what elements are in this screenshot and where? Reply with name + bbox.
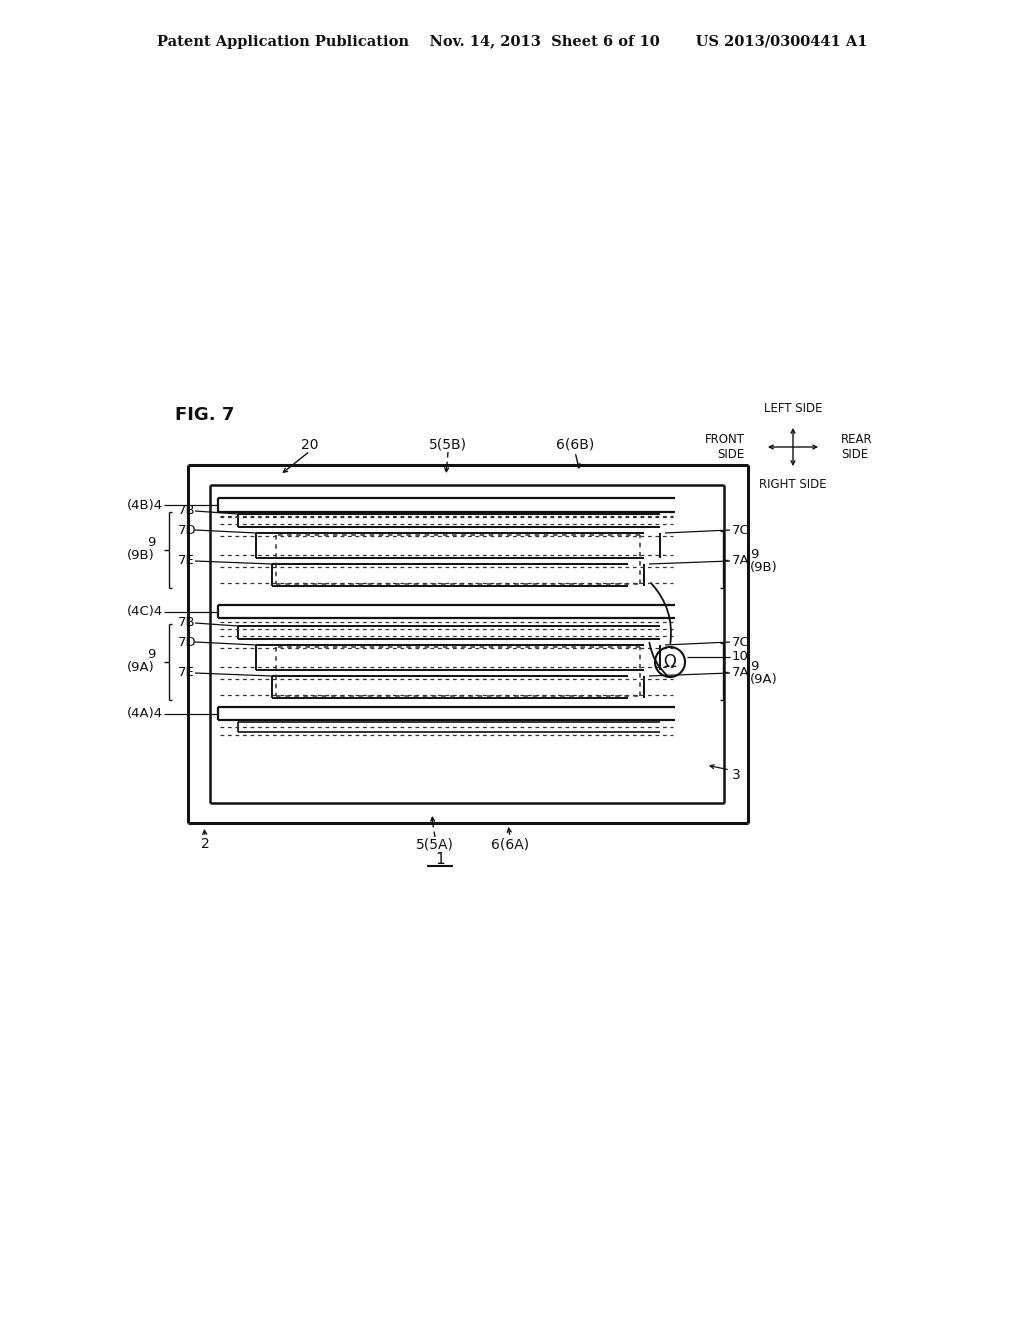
Text: 7B: 7B: [178, 504, 196, 517]
Text: 7C: 7C: [732, 524, 750, 536]
Text: 7A: 7A: [732, 667, 750, 680]
Text: 7D: 7D: [178, 635, 197, 648]
Text: 7A: 7A: [732, 554, 750, 568]
Text: (4C)4: (4C)4: [127, 606, 163, 619]
Text: 5(5A): 5(5A): [416, 837, 454, 851]
Text: 7C: 7C: [732, 635, 750, 648]
Text: 7E: 7E: [178, 667, 195, 680]
Text: 9: 9: [750, 549, 759, 561]
Text: 7B: 7B: [178, 616, 196, 630]
Text: FIG. 7: FIG. 7: [175, 407, 234, 424]
Text: 9: 9: [146, 648, 155, 660]
Text: 9: 9: [750, 660, 759, 673]
Text: 6(6B): 6(6B): [556, 438, 594, 451]
Text: (4A)4: (4A)4: [127, 708, 163, 721]
Text: Ω: Ω: [664, 653, 677, 671]
Text: 7E: 7E: [178, 554, 195, 568]
Text: REAR
SIDE: REAR SIDE: [841, 433, 872, 461]
Text: 3: 3: [732, 768, 740, 781]
Text: 20: 20: [301, 438, 318, 451]
Text: (9B): (9B): [127, 549, 155, 561]
Text: 9: 9: [146, 536, 155, 549]
Text: 7D: 7D: [178, 524, 197, 536]
Text: (4B)4: (4B)4: [127, 499, 163, 511]
Text: (9A): (9A): [750, 672, 778, 685]
Text: (9B): (9B): [750, 561, 778, 573]
Text: 5(5B): 5(5B): [429, 438, 467, 451]
Text: 2: 2: [201, 837, 209, 851]
Text: 10: 10: [732, 651, 749, 664]
Text: FRONT
SIDE: FRONT SIDE: [705, 433, 745, 461]
Text: 6(6A): 6(6A): [490, 837, 529, 851]
Text: Patent Application Publication    Nov. 14, 2013  Sheet 6 of 10       US 2013/030: Patent Application Publication Nov. 14, …: [157, 36, 867, 49]
Text: (9A): (9A): [127, 660, 155, 673]
Text: LEFT SIDE: LEFT SIDE: [764, 403, 822, 416]
Text: RIGHT SIDE: RIGHT SIDE: [759, 479, 826, 491]
Text: 1: 1: [435, 853, 444, 867]
